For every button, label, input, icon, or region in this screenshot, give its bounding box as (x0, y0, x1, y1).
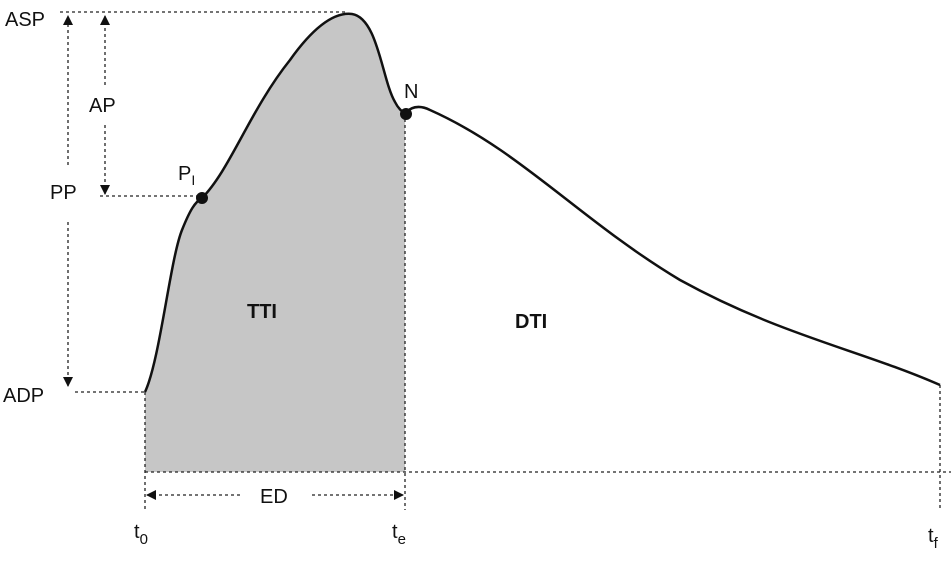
ap-label: AP (89, 95, 116, 117)
pi-point (196, 192, 208, 204)
pp-label: PP (50, 182, 77, 204)
pressure-curve (143, 12, 941, 393)
dti-label: DTI (515, 311, 547, 333)
tti-label: TTI (247, 301, 277, 323)
pi-label: PI (178, 163, 195, 188)
asp-label: ASP (5, 9, 45, 31)
ed-label: ED (260, 486, 288, 508)
n-label: N (404, 81, 418, 103)
adp-label: ADP (3, 385, 44, 407)
tti-area (145, 13, 405, 472)
te-label: te (392, 521, 406, 548)
tf-label: tf (928, 525, 939, 552)
t0-label: t0 (134, 521, 148, 548)
n-point (400, 108, 412, 120)
